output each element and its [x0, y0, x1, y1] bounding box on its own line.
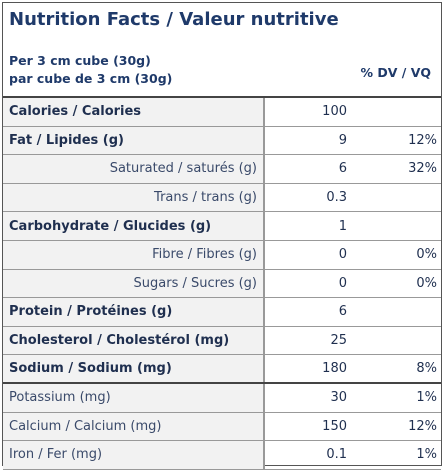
nutrient-label: Potassium (mg) — [3, 383, 265, 412]
amount: 0 — [338, 247, 347, 263]
amount: 6 — [338, 304, 347, 320]
dv-heading: % DV / VQ — [360, 65, 432, 80]
nutrient-label: Saturated / saturés (g) — [3, 155, 265, 183]
amount: 0 — [338, 275, 347, 291]
daily-value: 12% — [408, 418, 437, 434]
nutrient-label: Sodium / Sodium (mg) — [3, 355, 265, 382]
nutrient-row: Carbohydrate / Glucides (g) 1 — [3, 212, 441, 241]
nutrient-row: Fibre / Fibres (g) 0 0% — [3, 240, 441, 270]
nutrient-label: Calcium / Calcium (mg) — [3, 412, 265, 441]
amount: 9 — [338, 132, 347, 148]
serving-en: Per 3 cm cube (30g) — [9, 53, 151, 68]
daily-value: 0% — [416, 247, 437, 263]
amount: 1 — [338, 218, 347, 234]
nutrient-label: Fibre / Fibres (g) — [3, 240, 265, 269]
amount: 180 — [322, 361, 347, 377]
amount: 0.3 — [326, 190, 347, 206]
serving-fr: par cube de 3 cm (30g) — [9, 71, 173, 86]
amount: 100 — [322, 104, 347, 120]
nutrient-row: Potassium (mg) 30 1% — [3, 383, 441, 413]
daily-value: 1% — [416, 447, 437, 463]
amount: 0.1 — [326, 447, 347, 463]
daily-value: 0% — [416, 275, 437, 291]
daily-value: 1% — [416, 390, 437, 406]
amount: 30 — [330, 390, 347, 406]
nutrient-row: Protein / Protéines (g) 6 — [3, 298, 441, 327]
amount: 25 — [330, 333, 347, 349]
daily-value: 12% — [408, 132, 437, 148]
nutrient-label: Sugars / Sucres (g) — [3, 269, 265, 298]
nutrient-label: Fat / Lipides (g) — [3, 126, 265, 155]
nutrient-table: Calories / Calories 100 Fat / Lipides (g) 9… — [3, 96, 441, 470]
nutrient-row: Saturated / saturés (g) 6 32% — [3, 155, 441, 184]
nutrient-label: Protein / Protéines (g) — [3, 298, 265, 326]
daily-value: 8% — [416, 361, 437, 377]
nutrient-label: Cholesterol / Cholestérol (mg) — [3, 326, 265, 355]
nutrient-row: Fat / Lipides (g) 9 12% — [3, 126, 441, 156]
nutrient-label: Iron / Fer (mg) — [3, 441, 265, 469]
amount: 6 — [338, 161, 347, 177]
nutrient-row: Iron / Fer (mg) 0.1 1% — [3, 441, 441, 470]
nutrient-label: Carbohydrate / Glucides (g) — [3, 212, 265, 240]
title: Nutrition Facts / Valeur nutritive — [9, 9, 339, 30]
nutrient-row: Sugars / Sucres (g) 0 0% — [3, 269, 441, 299]
nutrient-label: Trans / trans (g) — [3, 183, 265, 212]
daily-value: 32% — [408, 161, 437, 177]
nutrient-row: Calcium / Calcium (mg) 150 12% — [3, 412, 441, 442]
nutrient-label: Calories / Calories — [3, 98, 265, 126]
nutrient-row: Calories / Calories 100 — [3, 98, 441, 127]
nutrient-row: Sodium / Sodium (mg) 180 8% — [3, 355, 441, 384]
nutrient-row: Trans / trans (g) 0.3 — [3, 183, 441, 213]
nutrient-row: Cholesterol / Cholestérol (mg) 25 — [3, 326, 441, 356]
amount: 150 — [322, 418, 347, 434]
